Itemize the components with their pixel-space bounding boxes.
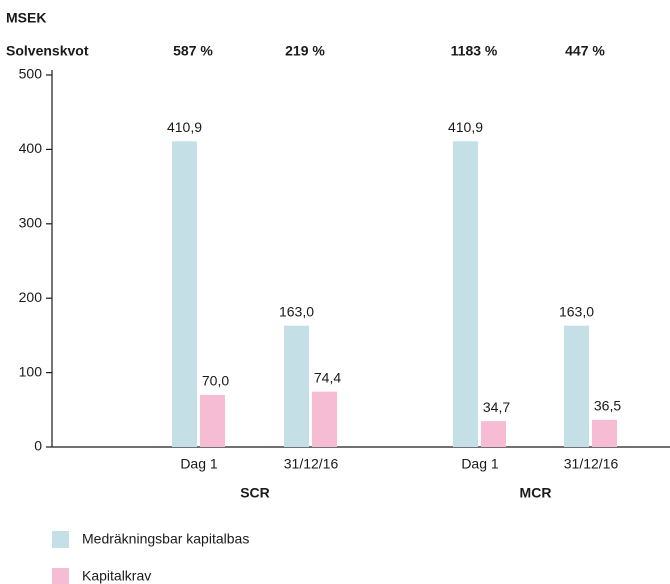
legend-label: Kapitalkrav: [82, 568, 151, 584]
y-tick-label: 200: [19, 289, 43, 305]
y-tick-label: 400: [19, 140, 43, 156]
x-tick-label: 31/12/16: [564, 456, 619, 472]
ratio-label: 219 %: [285, 43, 325, 59]
ratio-title: Solvenskvot: [6, 43, 89, 59]
bar: [284, 325, 309, 447]
legend-swatch: [52, 531, 69, 548]
x-tick-label: Dag 1: [180, 456, 218, 472]
value-label: 34,7: [483, 399, 510, 415]
value-label: 163,0: [279, 303, 314, 319]
group-label: SCR: [240, 485, 270, 501]
ratio-label: 1183 %: [451, 43, 498, 59]
y-tick-label: 0: [34, 438, 42, 454]
bar: [200, 394, 225, 447]
value-label: 410,9: [167, 119, 202, 135]
value-label: 410,9: [448, 119, 483, 135]
y-tick-label: 300: [19, 215, 43, 231]
x-tick-label: Dag 1: [461, 456, 499, 472]
y-tick-label: 500: [19, 66, 43, 82]
group-label: MCR: [520, 485, 552, 501]
bar: [312, 391, 337, 447]
bar: [564, 325, 589, 447]
value-label: 74,4: [314, 369, 341, 385]
ratio-label: 587 %: [173, 43, 213, 59]
bar: [592, 419, 617, 447]
value-label: 70,0: [202, 373, 229, 389]
bar: [453, 141, 478, 447]
legend-label: Medräkningsbar kapitalbas: [82, 531, 249, 547]
y-axis-label: MSEK: [6, 10, 46, 26]
value-label: 36,5: [594, 398, 621, 414]
bar: [172, 141, 197, 447]
bar: [481, 421, 506, 447]
x-tick-label: 31/12/16: [284, 456, 339, 472]
y-tick-label: 100: [19, 363, 43, 379]
ratio-label: 447 %: [565, 43, 605, 59]
value-label: 163,0: [559, 303, 594, 319]
legend-swatch: [52, 568, 69, 584]
